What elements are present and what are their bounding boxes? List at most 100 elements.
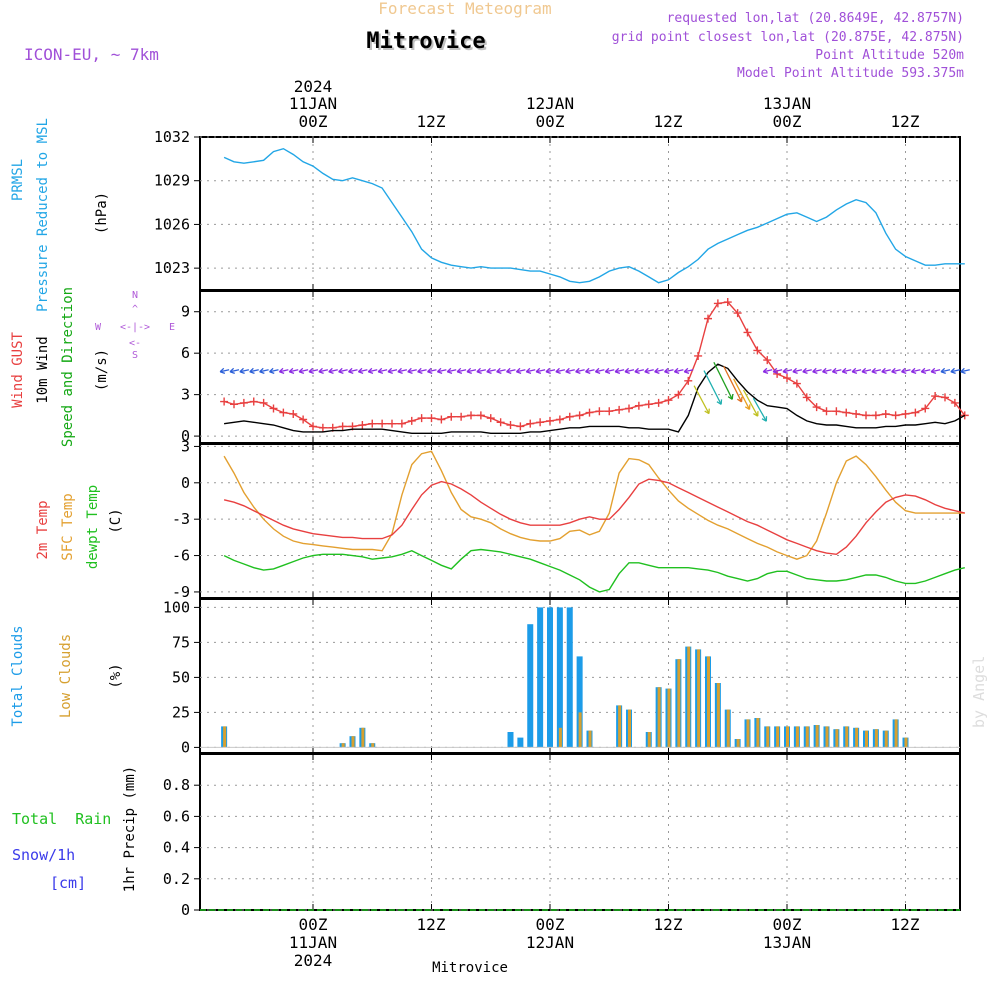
wind-arrow-head [486,367,492,374]
wind-direction-arrow [249,369,259,373]
wind-direction-arrow [368,369,378,373]
gust-line [223,301,966,429]
wind-direction-arrow [387,369,398,373]
wind-arrow-head [644,367,650,374]
low-clouds-bar [776,726,780,748]
y-tick-label: 3 [181,386,190,404]
low-clouds-bar [716,683,720,748]
wind-direction-arrow [605,369,615,373]
y-tick-label: 75 [172,633,190,651]
plot-panels: 10231026102910320369-9-6-303025507510000… [154,128,970,919]
wind-arrow-head [772,367,779,374]
y-tick-label: 0 [181,738,190,756]
rain-label: Total Rain [12,810,111,828]
low-clouds-bar [884,730,888,748]
wind-arrow-head [634,367,640,374]
gust-marker [941,393,949,402]
gridpoint-coords: grid point closest lon,lat (20.875E, 42.… [612,30,964,45]
total-clouds-bar [507,732,514,748]
gust-marker [921,404,930,413]
wind-direction-arrow [703,370,722,405]
low-clouds-bar [223,726,227,748]
y-tick-label: 0 [181,427,190,445]
wind-arrow-head [761,416,768,422]
wind-arrow-head [831,367,838,374]
total-clouds-label: Total Clouds [10,625,26,726]
wind-direction-arrow [219,369,230,373]
y-tick-label: 1023 [154,259,190,277]
y-tick-label: 3 [181,437,190,455]
gust-marker [368,419,377,428]
total-clouds-bar [517,737,524,748]
compass-s: S [132,350,138,361]
low-clouds-bar [825,726,829,748]
wind-direction-arrow [318,369,329,373]
wind-direction-arrow [822,369,832,373]
gust-marker [743,328,752,337]
wind-arrow-head [792,367,798,374]
gust-marker [605,407,614,416]
y-tick-label: 1026 [154,215,190,233]
low-clouds-bar [835,729,839,748]
wind-direction-arrow [358,369,368,373]
gust-marker [249,397,258,406]
gust-marker [220,397,229,406]
low-clouds-bar [726,709,730,748]
gust-marker [299,415,308,424]
wind-arrow-head [466,367,472,374]
snow-unit: [cm] [50,874,86,892]
wind-direction-arrow [427,369,437,373]
gust-marker [723,298,732,307]
wind-arrow-head [614,367,621,374]
bottom-day-label: 12JAN [526,933,574,952]
wind-arrow-head [427,367,433,374]
wind-direction-arrow [526,369,536,373]
wind-direction-arrow [772,369,783,373]
low-clouds-bar [618,705,622,748]
low-clouds-bar [756,718,760,748]
wind-arrow-head [575,367,581,374]
title-shadow: Mitrovice [368,31,487,56]
gust-marker [378,419,387,428]
wind-direction-arrow [545,369,556,373]
wind-direction-arrow [279,369,289,373]
y-tick-label: 9 [181,303,190,321]
gust-marker [694,351,703,360]
wind-direction-arrow [654,369,664,373]
wind-direction-arrow [861,369,872,373]
wind-direction-arrow [634,369,645,373]
pressure-line [223,147,965,284]
precip-unit: 1hr Precip (mm) [122,766,138,892]
wind-direction-arrow [871,369,882,373]
gust-marker [536,418,545,427]
compass-glyph-up: ^ [132,304,138,315]
total-clouds-bar [537,607,544,748]
wind-direction-arrow [713,361,733,400]
wind-arrow-head [407,367,413,374]
wind-arrow-head [535,367,542,374]
gust-marker [259,398,268,407]
gust-marker [338,422,347,431]
top-day-label: 13JAN [763,94,811,113]
wind-arrow-head [348,367,354,374]
wind-arrow-head [288,367,295,374]
gust-marker [457,412,466,421]
wind-direction-arrow [585,369,595,373]
bottom-year-label: 2024 [294,951,333,970]
gust-marker [309,422,317,431]
gust-marker [842,408,851,417]
wind-direction-arrow [940,369,951,373]
low-clouds-bar [805,726,809,748]
wind-arrow-head [229,367,235,374]
top-hour-label: 12Z [417,112,446,131]
wind-arrow-head [960,367,966,374]
wind-direction-arrow [308,369,319,373]
pressure-label: PRMSL [10,159,26,201]
model-altitude: Model Point Altitude 593.375m [737,66,964,81]
y-tick-label: 0.8 [163,776,190,794]
wind-arrow-head [841,367,848,374]
wind-direction-arrow [881,369,891,373]
wind-direction-arrow [911,369,921,373]
gust-marker [407,416,416,425]
bottom-hour-label: 12Z [654,915,683,934]
